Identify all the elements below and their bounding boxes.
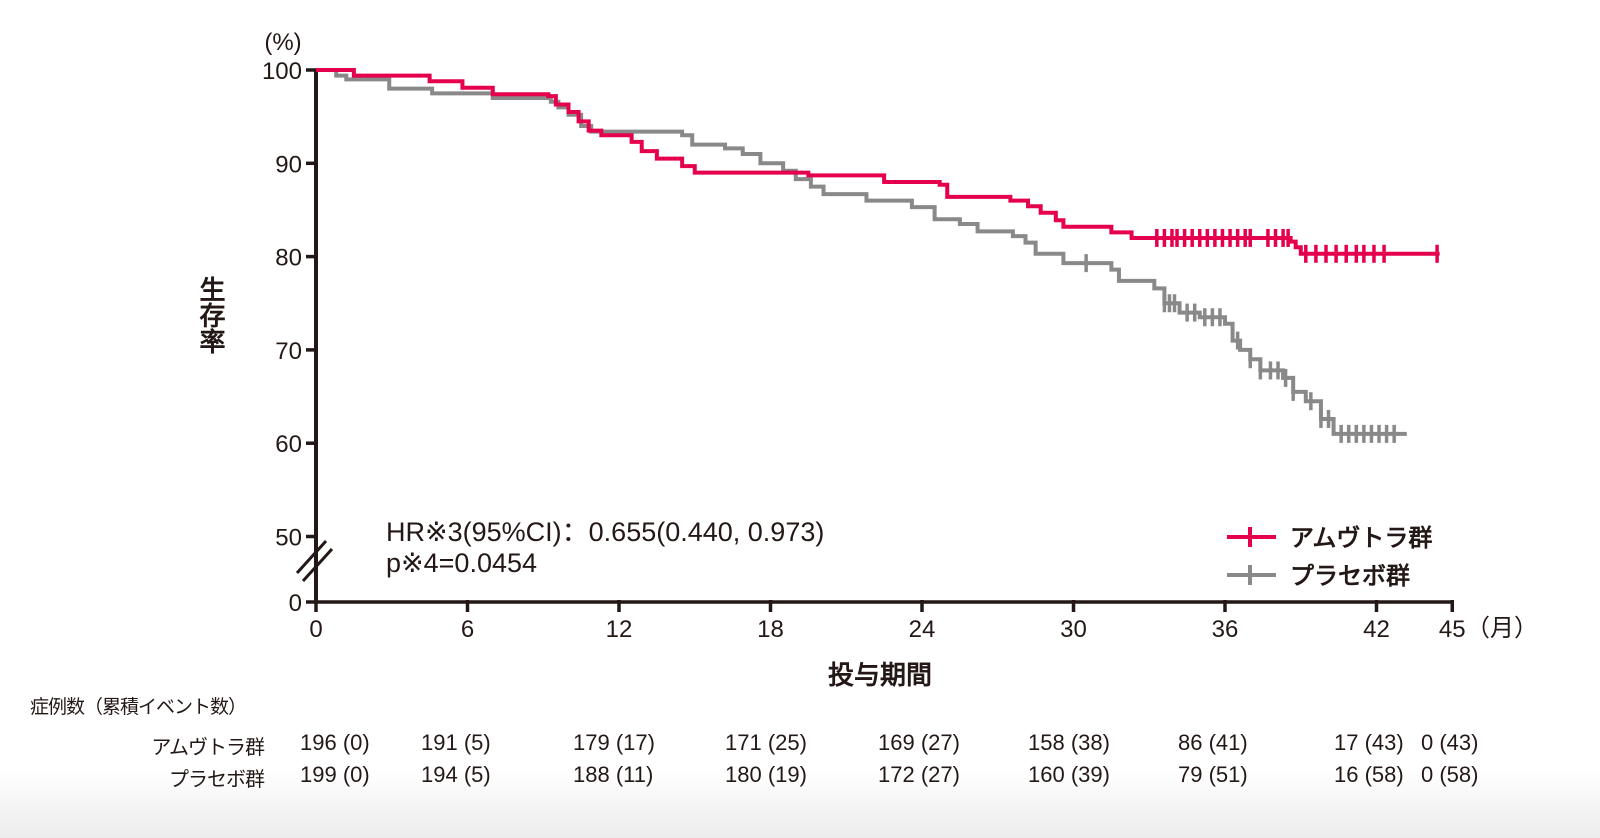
- risk-table-cell: 188 (11): [573, 762, 654, 787]
- hazard-ratio-annotation: HR※3(95%CI)：0.655(0.440, 0.973): [386, 517, 824, 547]
- axes: [295, 69, 1452, 604]
- risk-table-cell: 0 (58): [1421, 762, 1479, 787]
- survival-curve: [316, 68, 1440, 256]
- legend-item-placebo: プラセボ群: [1227, 562, 1410, 590]
- x-tick-label: 42: [1363, 616, 1390, 643]
- svg-text:プラセボ群: プラセボ群: [1290, 562, 1410, 590]
- x-tick-label: 45: [1439, 616, 1466, 643]
- series-amvuttra: [316, 68, 1440, 263]
- y-tick-label: 100: [262, 58, 302, 85]
- risk-table-cell: 0 (43): [1421, 730, 1479, 755]
- y-tick-label: 50: [275, 525, 302, 552]
- risk-table-row: アムヴトラ群 196 (0) 191 (5) 179 (17) 171 (25) 169 …: [0, 730, 1600, 760]
- risk-table-cell: 86 (41): [1178, 730, 1248, 755]
- y-tick-label: 90: [275, 151, 302, 178]
- y-ticks: 0 50 60 70 80 90 100: [262, 58, 316, 617]
- risk-table-title: 症例数（累積イベント数）: [30, 696, 247, 718]
- risk-table-cell: 196 (0): [300, 730, 370, 755]
- legend-item-amvuttra: アムヴトラ群: [1227, 524, 1432, 552]
- risk-table-cell: 180 (19): [725, 762, 807, 787]
- x-axis-unit: （月）: [1466, 615, 1538, 642]
- risk-table-cell: 169 (27): [878, 730, 960, 755]
- risk-table-cell: 79 (51): [1178, 762, 1248, 787]
- x-axis-title: 投与期間: [828, 661, 932, 691]
- risk-table-cell: 17 (43): [1334, 730, 1404, 755]
- risk-table-cell: 191 (5): [421, 730, 491, 755]
- y-tick-label: 70: [275, 338, 302, 365]
- x-tick-label: 6: [461, 616, 474, 643]
- bottom-fade-background: [0, 770, 1600, 838]
- x-tick-label: 18: [757, 616, 784, 643]
- risk-table-cell: 199 (0): [300, 762, 370, 787]
- p-value-annotation: p※4=0.0454: [386, 548, 537, 578]
- risk-table-cell: 179 (17): [573, 730, 655, 755]
- svg-text:生存率: 生存率: [195, 276, 225, 354]
- axis-break-mark: [295, 539, 328, 575]
- risk-table-cell: 194 (5): [421, 762, 491, 787]
- y-tick-label: 60: [275, 431, 302, 458]
- x-tick-label: 30: [1060, 616, 1087, 643]
- svg-text:アムヴトラ群: アムヴトラ群: [1290, 524, 1432, 552]
- x-tick-label: 12: [606, 616, 633, 643]
- series-placebo: [316, 68, 1407, 443]
- y-axis-title: 生存率: [195, 276, 225, 354]
- legend: アムヴトラ群 プラセボ群: [1227, 524, 1432, 590]
- risk-table-cell: 160 (39): [1028, 762, 1110, 787]
- y-tick-label: 80: [275, 245, 302, 272]
- x-tick-label: 36: [1212, 616, 1239, 643]
- axis-break-mark: [301, 547, 334, 583]
- risk-table-row: プラセボ群 199 (0) 194 (5) 188 (11) 180 (19) 172 (…: [0, 762, 1600, 792]
- x-tick-label: 0: [309, 616, 322, 643]
- y-tick-label: 0: [289, 590, 302, 617]
- risk-table-cell: 16 (58): [1334, 762, 1404, 787]
- risk-table-cell: 171 (25): [725, 730, 807, 755]
- risk-table-cell: 172 (27): [878, 762, 960, 787]
- x-tick-label: 24: [909, 616, 936, 643]
- risk-row-label: アムヴトラ群: [151, 735, 265, 759]
- risk-table-cell: 158 (38): [1028, 730, 1110, 755]
- survival-curve: [316, 68, 1407, 436]
- y-axis-unit: (%): [264, 29, 301, 56]
- x-ticks: 0 6 12 18 24 30 36 42 45: [309, 600, 1466, 643]
- risk-row-label: プラセボ群: [169, 767, 265, 791]
